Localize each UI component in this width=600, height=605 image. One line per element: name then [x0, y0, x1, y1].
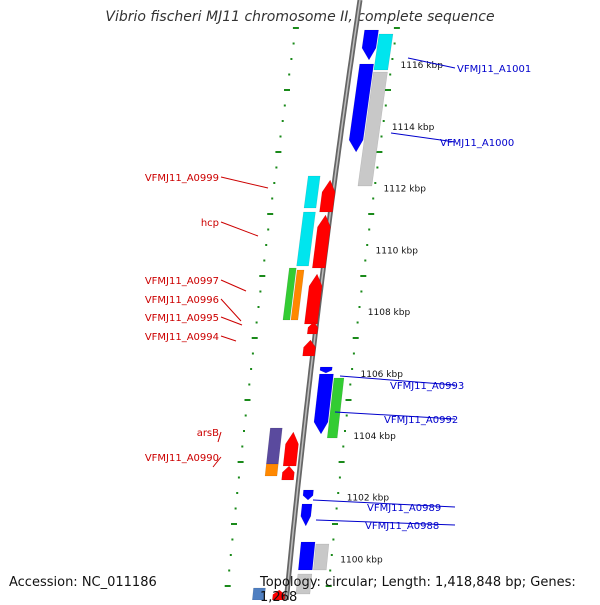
leader-line-right — [312, 499, 456, 508]
gene-vfmj11-a0995-block — [304, 273, 323, 325]
gene-vfmj11-a0990-red — [281, 465, 295, 481]
gene-vfmj11-a0999 — [303, 175, 321, 209]
gene-vfmj11-a0987 — [313, 543, 330, 571]
gene-vfmj11-a1000 — [348, 63, 374, 153]
gene-vfmj11-a0983 — [272, 589, 286, 600]
gene-hcp-red — [312, 214, 331, 269]
leader-line-left — [220, 298, 242, 322]
gene-vfmj11-a1001 — [373, 33, 394, 71]
inner-tick-ring — [224, 27, 299, 587]
gene-vfmj11-a0999-red — [319, 179, 336, 213]
gene-vfmj11-a0997 — [282, 267, 297, 321]
topology-text: Topology: circular; Length: 1,418,848 bp… — [260, 575, 576, 605]
ruler-label-1110: 1110 kbp — [376, 246, 419, 256]
map-title: Vibrio fischeri MJ11 chromosome II, comp… — [105, 9, 495, 25]
gene-label-left: VFMJ11_A0996 — [145, 295, 219, 306]
gene-label-right: VFMJ11_A0992 — [384, 415, 458, 426]
ruler-label-1104: 1104 kbp — [353, 432, 396, 442]
gene-vfmj11-a0995 — [306, 321, 319, 335]
gene-vfmj11-a0985 — [295, 573, 313, 595]
leader-line-right — [334, 411, 456, 420]
gene-label-right: VFMJ11_A0989 — [367, 503, 441, 514]
gene-hcp — [296, 211, 316, 267]
gene-vfmj11-a0988 — [300, 503, 313, 527]
gene-vfmj11-a0999-partner — [357, 71, 388, 187]
gene-label-right: VFMJ11_A0993 — [390, 381, 464, 392]
gene-label-left: VFMJ11_A0990 — [145, 453, 219, 464]
ruler-label-1108: 1108 kbp — [368, 308, 411, 318]
leader-line-left — [217, 431, 222, 443]
gene-vfmj11-a0984 — [252, 587, 266, 600]
gene-vfmj11-a1002 — [361, 29, 379, 61]
leader-line-right — [315, 519, 456, 526]
leader-line-left — [220, 335, 237, 342]
ruler-label-1102: 1102 kbp — [347, 494, 390, 504]
gene-label-left: VFMJ11_A0995 — [145, 313, 219, 324]
gene-vfmj11-a0989 — [302, 489, 314, 501]
leader-line-left — [220, 279, 247, 292]
gene-vfmj11-a0992 — [326, 377, 345, 439]
gene-arsb — [266, 427, 283, 465]
gene-label-left: arsB — [197, 428, 219, 439]
gene-vfmj11-a0993-small — [319, 366, 333, 374]
gene-label-left: hcp — [201, 218, 219, 229]
gene-label-left: VFMJ11_A0997 — [145, 276, 219, 287]
gene-arsb-red — [282, 431, 299, 467]
ruler-label-1116: 1116 kbp — [401, 61, 444, 71]
gene-vfmj11-a0990 — [264, 463, 279, 477]
leader-line-right — [390, 132, 456, 143]
ruler-label-1114: 1114 kbp — [392, 123, 435, 133]
leader-line-left — [220, 221, 259, 237]
gene-vfmj11-a0994 — [302, 339, 316, 357]
gene-label-right: VFMJ11_A0988 — [365, 521, 439, 532]
gene-label-right: VFMJ11_A1001 — [457, 64, 531, 75]
gene-vfmj11-a0996 — [290, 269, 305, 321]
accession-text: Accession: NC_011186 — [9, 575, 157, 590]
leader-line-left — [220, 176, 269, 189]
leader-line-left — [212, 456, 222, 468]
ruler-label-1112: 1112 kbp — [384, 185, 427, 195]
gene-label-right: VFMJ11_A1000 — [440, 138, 514, 149]
leader-line-right — [407, 57, 456, 69]
ruler-label-1100: 1100 kbp — [340, 555, 383, 565]
leader-line-right — [339, 375, 456, 386]
outer-tick-ring — [325, 27, 400, 587]
gene-vfmj11-a0993 — [313, 373, 334, 435]
gene-vfmj11-a0986 — [298, 541, 316, 571]
ruler-label-1106: 1106 kbp — [361, 370, 404, 380]
leader-line-left — [220, 316, 243, 326]
gene-label-left: VFMJ11_A0999 — [145, 173, 219, 184]
gene-label-left: VFMJ11_A0994 — [145, 332, 219, 343]
